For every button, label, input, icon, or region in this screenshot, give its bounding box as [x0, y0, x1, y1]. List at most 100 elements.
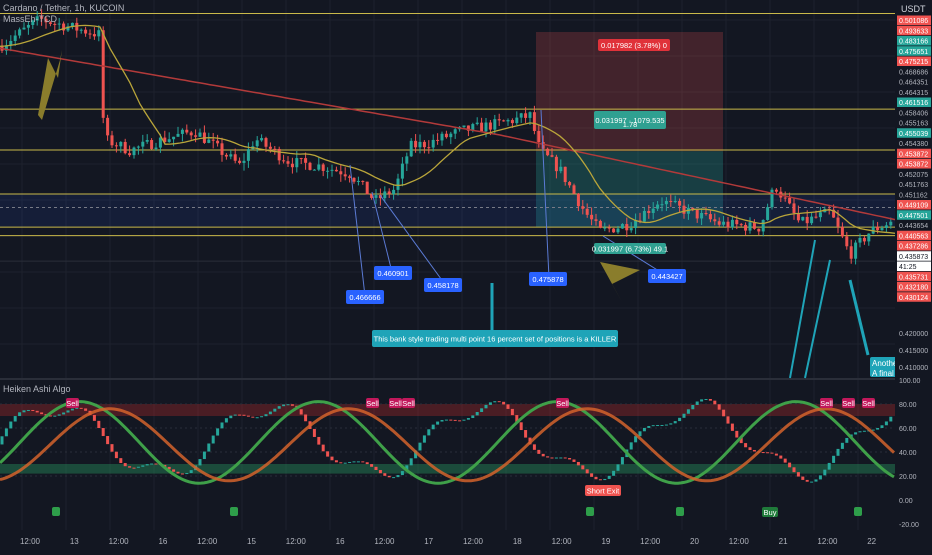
osc-bar	[889, 416, 893, 422]
candle-body	[629, 228, 633, 231]
osc-bar	[0, 436, 4, 445]
candle-body	[585, 208, 589, 215]
osc-bar	[638, 431, 642, 437]
time-tick: 12:00	[817, 537, 838, 546]
osc-bar	[282, 404, 286, 407]
candle-body	[854, 242, 858, 259]
osc-bar	[590, 473, 594, 477]
candle-body	[145, 140, 149, 142]
candle-body	[598, 220, 602, 228]
osc-bar	[761, 452, 765, 454]
osc-bar	[642, 427, 646, 432]
candle-body	[436, 139, 440, 141]
osc-bar	[378, 470, 382, 474]
candle-body	[620, 224, 624, 229]
signal-sell-5-bg	[556, 398, 569, 408]
candle-body	[339, 171, 343, 175]
candle-body	[814, 216, 818, 218]
position-label-bg	[594, 111, 666, 129]
osc-bar	[576, 461, 580, 466]
osc-bar	[356, 461, 360, 463]
candle-body	[163, 137, 167, 142]
candle-body	[493, 119, 497, 130]
osc-bar	[224, 418, 228, 423]
osc-tick: 0.00	[899, 498, 913, 505]
signal-buy-bg	[762, 507, 778, 517]
osc-bar	[22, 410, 26, 413]
candle-body	[708, 214, 712, 220]
osc-bar	[97, 420, 101, 429]
osc-bar	[862, 430, 866, 432]
candle-body	[66, 26, 70, 31]
price-label-bg	[897, 118, 931, 128]
osc-bar	[612, 470, 616, 476]
candle-body	[180, 129, 184, 134]
price-label: 0.440563	[899, 233, 928, 240]
candle-body	[669, 200, 673, 202]
symbol-title[interactable]: Cardano / Tether, 1h, KUCOIN	[3, 3, 125, 13]
candle-body	[497, 119, 501, 121]
signal-sell-2: Sell	[366, 398, 379, 408]
signal-marker	[854, 507, 862, 516]
candle-body	[312, 169, 316, 171]
candle-body	[233, 154, 237, 161]
candle-body	[480, 122, 484, 132]
candle-body	[304, 158, 308, 163]
osc-bar	[92, 414, 96, 421]
oscillator-title[interactable]: Heiken Ashi Algo	[3, 384, 71, 394]
osc-bar	[154, 463, 158, 465]
indicator-label[interactable]: MassEh-TCD	[3, 14, 58, 24]
osc-bar	[581, 465, 585, 470]
price-label: 0.455163	[899, 121, 928, 128]
signal-short-exit: Short Exit	[585, 485, 621, 496]
candle-body	[53, 23, 57, 25]
candle-body	[788, 197, 792, 204]
osc-bar	[387, 475, 391, 478]
price-label: 0.475651	[899, 49, 928, 56]
time-tick: 12:00	[20, 537, 41, 546]
signal-marker	[586, 507, 594, 516]
stop-label-bg	[598, 39, 670, 51]
osc-bar	[431, 424, 435, 430]
osc-bar	[792, 467, 796, 473]
candle-body	[383, 191, 387, 199]
candle-body	[317, 164, 321, 170]
osc-bar	[255, 417, 259, 419]
candle-body	[691, 207, 695, 210]
signal-sell-5: Sell	[556, 398, 569, 408]
candle-body	[132, 147, 136, 156]
osc-bar	[400, 471, 404, 476]
price-axis: 0.501086 0.493633 0.483166 0.475651 0.475215…	[895, 0, 932, 550]
candle-body	[563, 166, 567, 183]
price-label-bg	[897, 56, 931, 66]
candle-body	[832, 209, 836, 218]
osc-bar	[348, 461, 352, 463]
osc-series	[0, 399, 893, 483]
candle-body	[634, 220, 638, 229]
osc-bar	[827, 462, 831, 470]
candle-body	[114, 145, 118, 147]
osc-bar	[695, 401, 699, 405]
target-zone	[536, 151, 723, 228]
callout-label-bg	[372, 330, 618, 347]
osc-bar	[172, 469, 176, 472]
currency-label: USDT	[901, 4, 926, 14]
candle-body	[101, 30, 105, 118]
candle-body	[858, 237, 862, 243]
candle-body	[783, 197, 787, 199]
position-ratio: 1.78	[623, 120, 638, 129]
signal-buy: Buy	[762, 507, 778, 517]
candle-body	[862, 237, 866, 242]
candle-body	[744, 224, 748, 231]
price-label-bg	[897, 138, 931, 148]
osc-tick: -20.00	[899, 522, 919, 529]
osc-bar	[238, 414, 242, 416]
osc-bar	[132, 467, 136, 469]
osc-bar	[634, 436, 638, 443]
osc-bar	[66, 410, 70, 413]
osc-bar	[717, 404, 721, 410]
osc-bar	[246, 415, 250, 417]
osc-bar	[805, 479, 809, 482]
candle-body	[79, 29, 83, 31]
